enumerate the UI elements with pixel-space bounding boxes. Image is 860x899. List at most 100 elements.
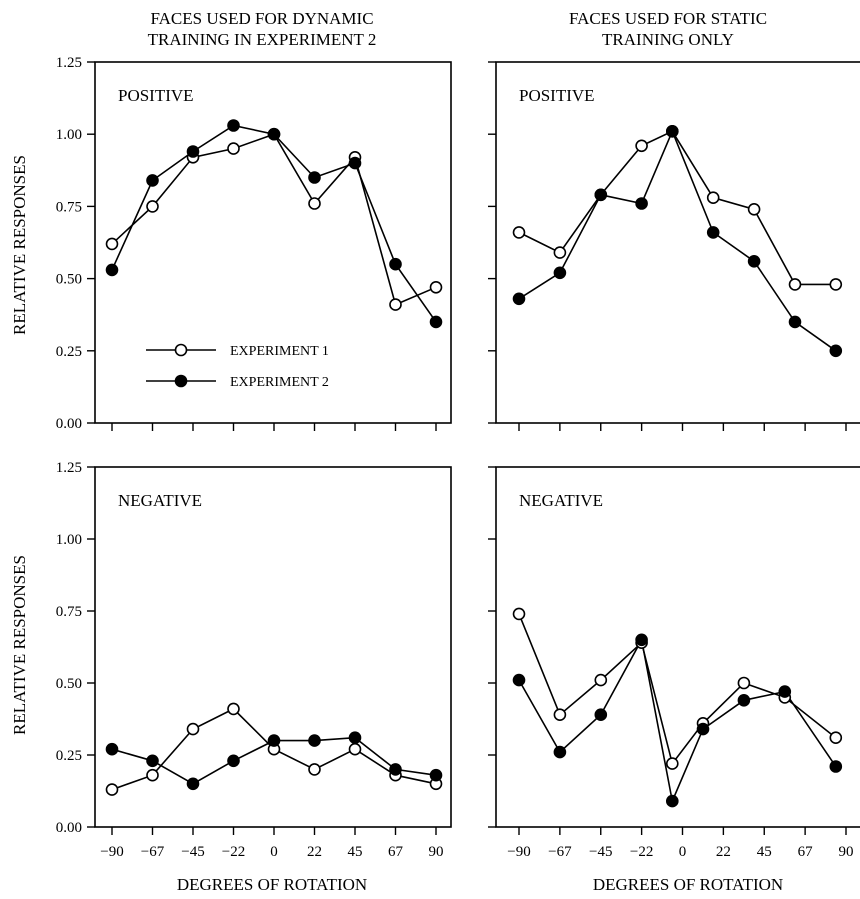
x-tick-label: 45 bbox=[348, 844, 363, 860]
legend-label-experiment-1: EXPERIMENT 1 bbox=[230, 344, 329, 359]
series-line-experiment-2 bbox=[518, 637, 837, 804]
plot-frame bbox=[495, 61, 860, 424]
data-point-experiment-2 bbox=[665, 794, 679, 808]
x-tick-label: 22 bbox=[716, 844, 731, 860]
data-point-experiment-2 bbox=[186, 145, 200, 158]
x-tick-label: 22 bbox=[307, 844, 322, 860]
data-point-experiment-1 bbox=[635, 139, 648, 153]
data-point-experiment-2 bbox=[146, 754, 159, 768]
legend: EXPERIMENT 1 EXPERIMENT 2 bbox=[146, 343, 329, 390]
data-point-experiment-1 bbox=[146, 768, 159, 782]
x-tick-label: −90 bbox=[100, 844, 123, 860]
plot-frame bbox=[94, 61, 452, 424]
legend-label-experiment-2: EXPERIMENT 2 bbox=[230, 375, 329, 390]
data-point-experiment-2 bbox=[389, 763, 402, 776]
series-line-experiment-1 bbox=[111, 133, 437, 306]
x-axis-title-right: DEGREES OF ROTATION bbox=[593, 875, 783, 894]
series-line-experiment-2 bbox=[111, 124, 437, 323]
x-tick-label: 0 bbox=[679, 844, 687, 860]
x-axis-title-left: DEGREES OF ROTATION bbox=[177, 875, 367, 894]
y-tick-label: 0.00 bbox=[56, 820, 82, 836]
x-tick-label: −45 bbox=[181, 844, 204, 860]
data-point-experiment-2 bbox=[146, 174, 159, 187]
y-tick-label: 0.25 bbox=[56, 748, 82, 764]
data-point-experiment-1 bbox=[553, 708, 567, 722]
data-point-experiment-2 bbox=[227, 119, 240, 132]
y-tick-label: 0.50 bbox=[56, 272, 82, 288]
data-point-experiment-2 bbox=[429, 768, 443, 782]
y-tick-label: 0.50 bbox=[56, 676, 82, 692]
data-point-experiment-1 bbox=[186, 722, 200, 736]
data-point-experiment-2 bbox=[308, 734, 321, 747]
data-point-experiment-2 bbox=[267, 734, 281, 747]
panel-top-right: POSITIVE bbox=[488, 61, 860, 431]
y-tick-label: 1.00 bbox=[56, 127, 82, 143]
data-point-experiment-1 bbox=[348, 742, 362, 756]
data-point-experiment-1 bbox=[308, 197, 321, 210]
chart-panels: POSITIVE0.000.250.500.751.001.25POSITIVE… bbox=[56, 55, 860, 860]
data-point-experiment-2 bbox=[553, 745, 567, 759]
data-point-experiment-1 bbox=[737, 676, 751, 690]
data-point-experiment-1 bbox=[788, 278, 802, 291]
data-point-experiment-1 bbox=[389, 298, 402, 311]
x-tick-label: −90 bbox=[507, 844, 530, 860]
data-point-experiment-1 bbox=[665, 757, 679, 770]
data-point-experiment-2 bbox=[389, 257, 402, 271]
data-point-experiment-2 bbox=[594, 708, 608, 722]
x-tick-label: 90 bbox=[839, 844, 854, 860]
data-point-experiment-2 bbox=[594, 188, 608, 202]
data-point-experiment-2 bbox=[348, 156, 362, 170]
x-tick-label: −22 bbox=[222, 844, 245, 860]
plot-frame bbox=[495, 466, 860, 828]
plot-frame bbox=[94, 466, 452, 828]
data-point-experiment-2 bbox=[267, 127, 281, 141]
data-point-experiment-1 bbox=[105, 237, 119, 251]
legend-marker-experiment-2 bbox=[174, 374, 188, 388]
panel-label-positive: POSITIVE bbox=[118, 86, 194, 105]
column-title-left-line2: TRAINING IN EXPERIMENT 2 bbox=[148, 30, 377, 49]
data-point-experiment-2 bbox=[829, 760, 843, 773]
panel-bottom-right: NEGATIVE −90 −67 −45 −22 0 22 45 67 90 bbox=[488, 466, 860, 860]
x-tick-label: −67 bbox=[548, 844, 572, 860]
data-point-experiment-1 bbox=[747, 203, 761, 216]
data-point-experiment-2 bbox=[348, 731, 362, 745]
data-point-experiment-2 bbox=[186, 777, 200, 791]
data-point-experiment-2 bbox=[788, 315, 802, 329]
data-point-experiment-1 bbox=[105, 783, 119, 796]
data-point-experiment-2 bbox=[308, 171, 321, 184]
data-point-experiment-2 bbox=[829, 344, 843, 358]
data-point-experiment-2 bbox=[512, 673, 526, 687]
y-axis-title-top: RELATIVE RESPONSES bbox=[10, 155, 29, 335]
y-tick-label: 0.00 bbox=[56, 416, 82, 432]
data-point-experiment-1 bbox=[706, 191, 720, 204]
column-title-right-line1: FACES USED FOR STATIC bbox=[569, 9, 767, 28]
data-point-experiment-1 bbox=[227, 702, 240, 716]
column-title-left-line1: FACES USED FOR DYNAMIC bbox=[150, 9, 373, 28]
data-point-experiment-1 bbox=[553, 246, 567, 259]
data-point-experiment-2 bbox=[105, 263, 119, 277]
panel-bottom-left: NEGATIVE 0.00 0.25 0.50 0.75 1.00 1.25 −90 −67 −4… bbox=[56, 460, 452, 860]
y-tick-label: 0.75 bbox=[56, 604, 82, 620]
data-point-experiment-2 bbox=[429, 315, 443, 329]
panel-label-negative: NEGATIVE bbox=[519, 491, 603, 510]
x-tick-label: −67 bbox=[141, 844, 165, 860]
y-tick-label: 0.25 bbox=[56, 344, 82, 360]
panel-label-positive: POSITIVE bbox=[519, 86, 595, 105]
x-tick-label: 0 bbox=[270, 844, 278, 860]
data-point-experiment-1 bbox=[308, 763, 321, 776]
data-point-experiment-1 bbox=[829, 731, 843, 745]
data-point-experiment-2 bbox=[105, 742, 119, 756]
data-point-experiment-1 bbox=[146, 200, 159, 213]
y-axis-title-bottom: RELATIVE RESPONSES bbox=[10, 555, 29, 735]
x-tick-label: 45 bbox=[757, 844, 772, 860]
x-tick-label: −45 bbox=[589, 844, 612, 860]
x-tick-label: 67 bbox=[388, 844, 404, 860]
data-point-experiment-1 bbox=[227, 142, 240, 155]
data-point-experiment-2 bbox=[553, 266, 567, 280]
data-point-experiment-2 bbox=[227, 754, 240, 768]
y-tick-label: 0.75 bbox=[56, 199, 82, 215]
legend-marker-experiment-1 bbox=[174, 343, 188, 357]
data-point-experiment-2 bbox=[696, 722, 710, 736]
column-title-right-line2: TRAINING ONLY bbox=[602, 30, 734, 49]
